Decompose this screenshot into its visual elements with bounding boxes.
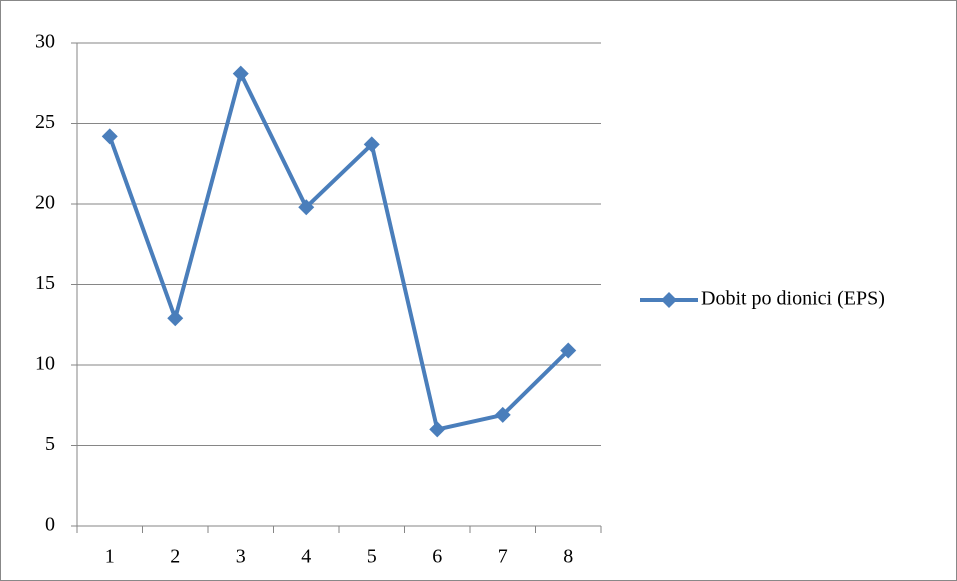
point	[101, 128, 118, 145]
x-tick-label: 5	[367, 546, 377, 568]
x-tick-label: 7	[498, 546, 508, 568]
y-tick-label: 30	[35, 31, 55, 53]
y-tick-label: 15	[35, 272, 55, 294]
y-tick-label: 5	[45, 433, 55, 455]
legend-marker	[661, 292, 677, 308]
y-tick-label: 10	[35, 353, 55, 375]
x-tick-label: 1	[105, 546, 115, 568]
legend-label: Dobit po dionici (EPS)	[701, 288, 885, 310]
point	[232, 65, 249, 82]
x-tick-label: 2	[170, 546, 180, 568]
point	[298, 199, 315, 216]
point	[494, 406, 511, 423]
x-tick-label: 8	[563, 546, 573, 568]
x-tick-label: 3	[236, 546, 246, 568]
y-tick-label: 20	[35, 192, 55, 214]
y-tick-label: 0	[45, 514, 55, 536]
point	[363, 136, 380, 153]
x-tick-label: 4	[301, 546, 311, 568]
series-line	[107, 71, 570, 432]
point	[167, 310, 184, 327]
point	[429, 421, 446, 438]
x-tick-label: 6	[432, 546, 442, 568]
y-tick-label: 25	[35, 111, 55, 133]
point	[560, 342, 577, 359]
